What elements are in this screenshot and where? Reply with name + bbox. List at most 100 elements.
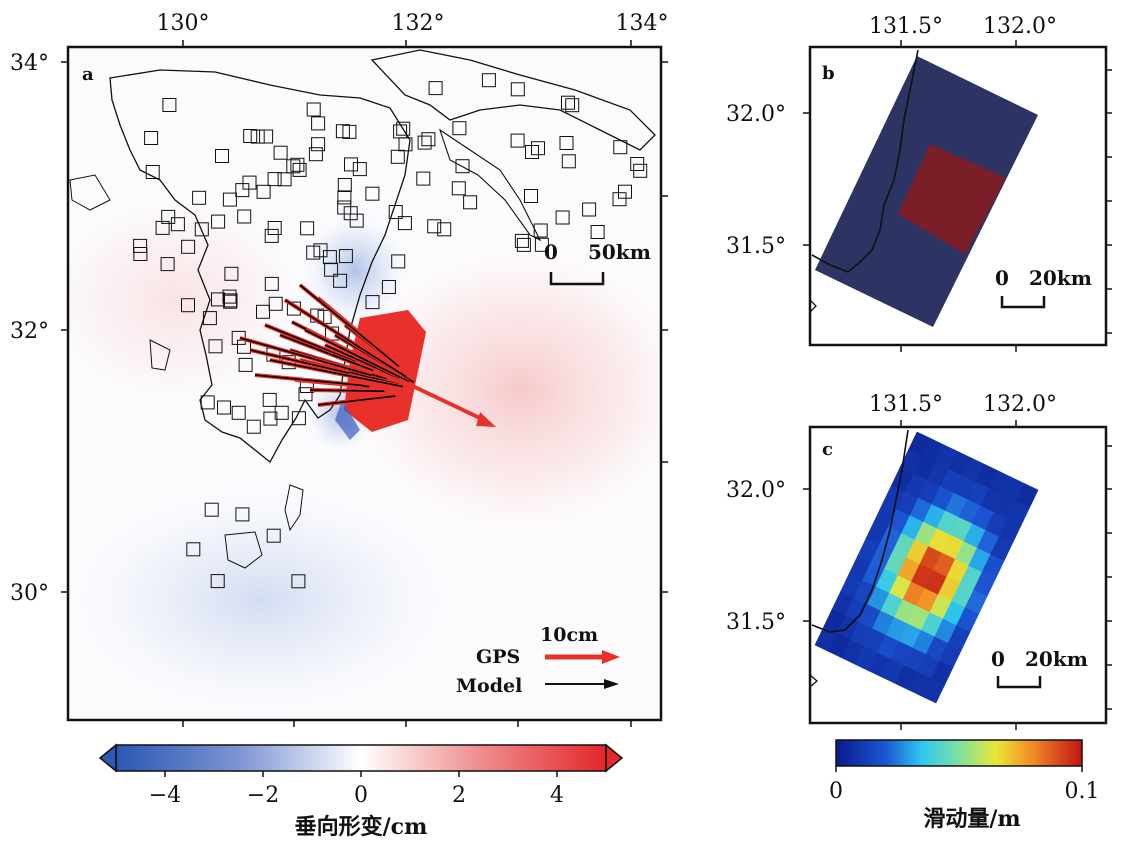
gps-station-marker bbox=[421, 132, 436, 147]
rupture-subsidence-zone bbox=[335, 400, 360, 440]
gps-station-marker bbox=[222, 289, 237, 304]
gps-station-marker bbox=[463, 195, 478, 210]
gps-station-marker bbox=[267, 221, 282, 235]
gps-station-marker bbox=[308, 147, 323, 162]
b-scale-end: 20km bbox=[1029, 266, 1092, 290]
gps-station-marker bbox=[352, 162, 367, 177]
panel-b-scale-bar: 0 20km bbox=[995, 266, 1092, 309]
panel-b-coastline bbox=[811, 49, 919, 273]
gps-station-marker bbox=[181, 298, 195, 313]
model-vector bbox=[239, 337, 372, 377]
panel-c-coast-fragment bbox=[810, 674, 818, 688]
gps-station-marker bbox=[417, 135, 432, 150]
gps-station-marker bbox=[238, 357, 253, 372]
b-lon-tick-1: 131.5° bbox=[869, 14, 943, 39]
gps-station-marker bbox=[437, 222, 452, 237]
gps-station-marker bbox=[211, 292, 225, 307]
panel-a-label: a bbox=[82, 64, 94, 85]
panel-b-coast-fragment bbox=[810, 299, 817, 313]
gps-station-marker bbox=[256, 184, 271, 199]
c-scale-end: 20km bbox=[1025, 647, 1088, 671]
cbar-a-tick-4: 2 bbox=[452, 783, 466, 808]
gps-station-marker bbox=[291, 574, 306, 589]
tanegashima-island bbox=[284, 484, 304, 532]
gps-station-marker bbox=[298, 387, 313, 402]
panel-c-label: c bbox=[822, 439, 833, 460]
gps-station-marker bbox=[235, 183, 250, 198]
gps-station-marker bbox=[144, 131, 159, 145]
legend-model-arrowhead bbox=[604, 679, 619, 689]
gps-station-marker bbox=[481, 73, 496, 88]
panel-b-frame bbox=[808, 45, 1108, 347]
gps-station-marker bbox=[264, 276, 279, 291]
slip-patch bbox=[898, 144, 1006, 254]
panel-a-scale-bar: 0 50km bbox=[544, 240, 651, 286]
cbar-c-label: 滑动量/m bbox=[923, 806, 1020, 832]
gps-station-marker bbox=[231, 405, 246, 420]
kyushu-coastline bbox=[109, 69, 411, 463]
b-scale-start: 0 bbox=[995, 266, 1009, 290]
model-vector bbox=[254, 374, 364, 387]
subsidence-lobe-south bbox=[68, 480, 460, 720]
model-vector bbox=[309, 389, 385, 393]
model-vector bbox=[304, 329, 410, 383]
gps-station-marker bbox=[262, 392, 277, 407]
gps-station-marker bbox=[215, 149, 229, 163]
gps-stations bbox=[133, 73, 648, 589]
panel-c-frame bbox=[808, 425, 1108, 725]
gps-station-marker bbox=[242, 175, 257, 190]
gps-station-marker bbox=[194, 222, 209, 237]
gps-station-marker bbox=[510, 133, 525, 148]
gps-station-marker bbox=[145, 165, 160, 179]
gps-station-marker bbox=[311, 116, 326, 131]
gps-station-marker bbox=[534, 237, 549, 252]
gps-station-marker bbox=[590, 225, 605, 239]
gps-station-marker bbox=[555, 210, 570, 225]
panel-c-map: 131.5° 132.0° 32.0° 31.5° c 0 20km 0 0.1… bbox=[726, 392, 1112, 832]
yakushima-island bbox=[224, 531, 263, 569]
panel-b-label: b bbox=[822, 63, 835, 84]
gps-station-marker bbox=[202, 311, 217, 326]
gps-station-marker bbox=[300, 221, 315, 236]
gps-station-marker bbox=[256, 304, 270, 319]
gps-station-marker bbox=[630, 157, 645, 171]
panel-a-ticks bbox=[61, 40, 668, 727]
gps-station-marker bbox=[393, 124, 408, 139]
gps-station-marker bbox=[210, 574, 225, 589]
legend-model-label: Model bbox=[456, 675, 522, 697]
gps-station-marker bbox=[306, 102, 321, 117]
cbar-a-tick-5: 4 bbox=[550, 783, 564, 808]
gps-station-marker bbox=[217, 400, 231, 415]
colorbar-underflow bbox=[98, 743, 117, 773]
gps-vector-head bbox=[476, 412, 496, 427]
vector-legend: 10cm GPS Model bbox=[456, 624, 620, 697]
gps-station-marker bbox=[235, 507, 250, 522]
gps-station-marker bbox=[161, 209, 176, 224]
gps-station-marker bbox=[155, 220, 170, 235]
gps-station-marker bbox=[514, 233, 529, 248]
scale-start: 0 bbox=[544, 240, 558, 264]
gps-station-marker bbox=[292, 162, 307, 177]
lat-tick-32: 32° bbox=[10, 319, 49, 344]
lon-tick-130: 130° bbox=[157, 11, 210, 36]
panel-c-ticks bbox=[803, 420, 1112, 730]
model-vector bbox=[269, 359, 403, 388]
cbar-a-tick-2: −2 bbox=[247, 783, 279, 808]
gps-station-marker bbox=[416, 171, 431, 186]
shikoku-coastline bbox=[370, 49, 656, 151]
gps-station-marker bbox=[388, 205, 403, 219]
gps-station-marker bbox=[277, 172, 292, 187]
lon-tick-132: 132° bbox=[392, 11, 445, 36]
gps-station-marker bbox=[365, 295, 380, 310]
gps-station-marker bbox=[516, 237, 531, 252]
gps-station-marker bbox=[452, 121, 467, 136]
gps-station-marker bbox=[342, 124, 357, 139]
slip-cell bbox=[922, 678, 945, 704]
gps-station-marker bbox=[224, 266, 239, 281]
koshiki-islands bbox=[149, 339, 171, 371]
gps-station-marker bbox=[290, 157, 305, 172]
model-vector bbox=[264, 324, 357, 363]
gps-station-marker bbox=[222, 192, 237, 207]
panel-b-ticks bbox=[803, 40, 1112, 352]
